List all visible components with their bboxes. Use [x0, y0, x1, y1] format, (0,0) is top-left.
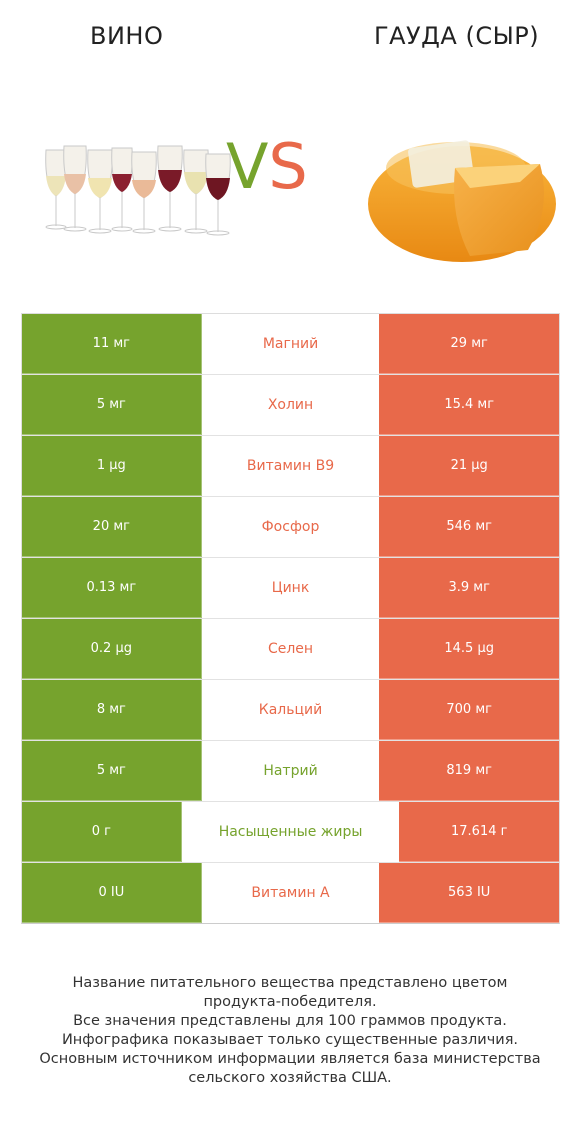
- hero-illustration: [45, 140, 556, 262]
- nutrient-name: Натрий: [201, 741, 380, 801]
- left-product-title: ВИНО: [90, 22, 164, 50]
- wine-value: 0 IU: [22, 863, 202, 923]
- table-row: 0 г Насыщенные жиры 17.614 г: [22, 801, 559, 862]
- nutrient-name: Витамин A: [201, 863, 380, 923]
- wine-glasses-image: [45, 145, 231, 236]
- gouda-value: 3.9 мг: [379, 558, 560, 618]
- table-row: 11 мг Магний 29 мг: [22, 314, 560, 374]
- table-row: 0.13 мг Цинк 3.9 мг: [22, 557, 560, 618]
- footnote-line: Основным источником информации является …: [39, 1051, 541, 1067]
- gouda-value: 546 мг: [379, 497, 560, 557]
- gouda-value: 15.4 мг: [379, 375, 560, 435]
- comparison-table: 11 мг Магний 29 мг 5 мг Холин 15.4 мг 1 µg Вита…: [21, 313, 560, 924]
- nutrient-name: Насыщенные жиры: [181, 802, 400, 862]
- versus-s: S: [268, 130, 308, 203]
- footnote-line: Все значения представлены для 100 граммо…: [73, 1013, 507, 1029]
- nutrient-name: Селен: [201, 619, 380, 679]
- footnote-line: Инфографика показывает только существенн…: [61, 1032, 519, 1048]
- wine-value: 11 мг: [22, 314, 202, 374]
- nutrient-name: Витамин B9: [201, 436, 380, 496]
- gouda-value: 819 мг: [379, 741, 560, 801]
- nutrient-name: Магний: [201, 314, 380, 374]
- nutrient-name: Цинк: [201, 558, 380, 618]
- table-row: 20 мг Фосфор 546 мг: [22, 496, 560, 557]
- table-row: 5 мг Холин 15.4 мг: [22, 374, 560, 435]
- nutrient-name: Кальций: [201, 680, 380, 740]
- nutrient-name: Фосфор: [201, 497, 380, 557]
- gouda-value: 21 µg: [379, 436, 560, 496]
- wine-value: 20 мг: [22, 497, 202, 557]
- table-row: 0 IU Витамин A 563 IU: [22, 862, 560, 923]
- wine-value: 5 мг: [22, 741, 202, 801]
- table-row: 0.2 µg Селен 14.5 µg: [22, 618, 560, 679]
- right-product-title: ГАУДА (СЫР): [374, 22, 540, 50]
- wine-value: 5 мг: [22, 375, 202, 435]
- gouda-value: 29 мг: [379, 314, 560, 374]
- wine-value: 8 мг: [22, 680, 202, 740]
- wine-value: 1 µg: [22, 436, 202, 496]
- gouda-value: 563 IU: [379, 863, 560, 923]
- versus-v: V: [226, 130, 269, 203]
- table-row: 8 мг Кальций 700 мг: [22, 679, 560, 740]
- gouda-value: 14.5 µg: [379, 619, 560, 679]
- footnote: Название питательного вещества представл…: [20, 974, 560, 1088]
- table-row: 5 мг Натрий 819 мг: [22, 740, 560, 801]
- wine-value: 0.2 µg: [22, 619, 202, 679]
- gouda-value: 700 мг: [379, 680, 560, 740]
- table-row: 1 µg Витамин B9 21 µg: [22, 435, 560, 496]
- footnote-line: продукта-победителя.: [203, 994, 377, 1010]
- footnote-line: сельского хозяйства США.: [188, 1070, 392, 1086]
- versus-label: VS: [226, 136, 308, 198]
- wine-value: 0 г: [22, 802, 182, 862]
- footnote-line: Название питательного вещества представл…: [72, 975, 508, 991]
- gouda-value: 17.614 г: [399, 802, 559, 862]
- nutrient-name: Холин: [201, 375, 380, 435]
- gouda-cheese-image: [368, 140, 556, 262]
- wine-value: 0.13 мг: [22, 558, 202, 618]
